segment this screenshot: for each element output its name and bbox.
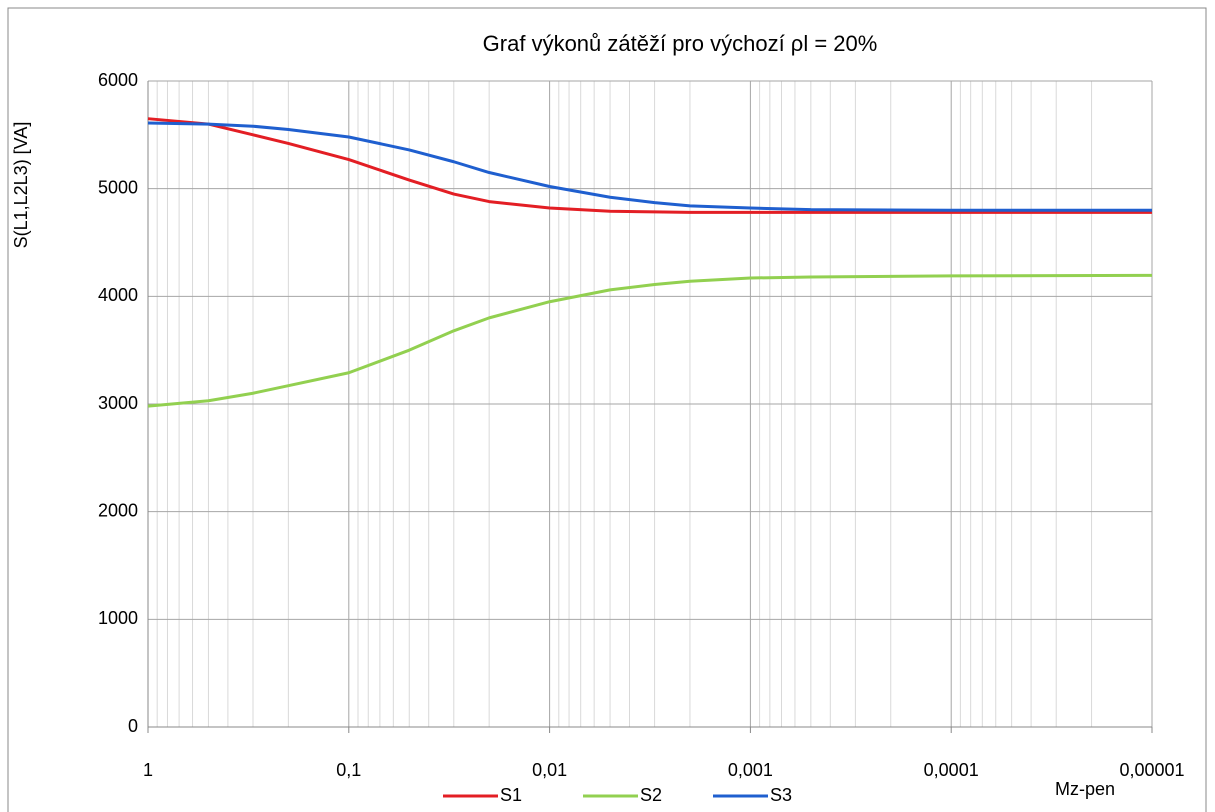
x-tick-label: 0,0001 — [924, 760, 979, 780]
y-tick-label: 0 — [128, 716, 138, 736]
chart-frame — [7, 7, 1207, 812]
legend-label: S2 — [640, 785, 662, 805]
series-line — [147, 273, 1153, 408]
series-line — [147, 121, 1152, 212]
y-tick-label: 1000 — [98, 608, 138, 628]
y-tick-label: 4000 — [98, 285, 138, 305]
x-tick-label: 0,1 — [336, 760, 361, 780]
x-tick-label: 0,001 — [728, 760, 773, 780]
legend-label: S3 — [770, 785, 792, 805]
series-line — [147, 117, 1152, 214]
x-axis-label: Mz-pen — [1055, 779, 1115, 799]
legend-label: S1 — [500, 785, 522, 805]
x-tick-label: 0,00001 — [1119, 760, 1184, 780]
x-tick-label: 0,01 — [532, 760, 567, 780]
y-tick-label: 2000 — [98, 500, 138, 520]
y-tick-label: 3000 — [98, 393, 138, 413]
x-tick-label: 1 — [143, 760, 153, 780]
y-axis-label: S(L1,L2L3) [VA] — [11, 122, 31, 249]
y-tick-label: 5000 — [98, 177, 138, 197]
y-tick-label: 6000 — [98, 70, 138, 90]
chart-title: Graf výkonů zátěží pro výchozí ρl = 20% — [483, 31, 878, 56]
